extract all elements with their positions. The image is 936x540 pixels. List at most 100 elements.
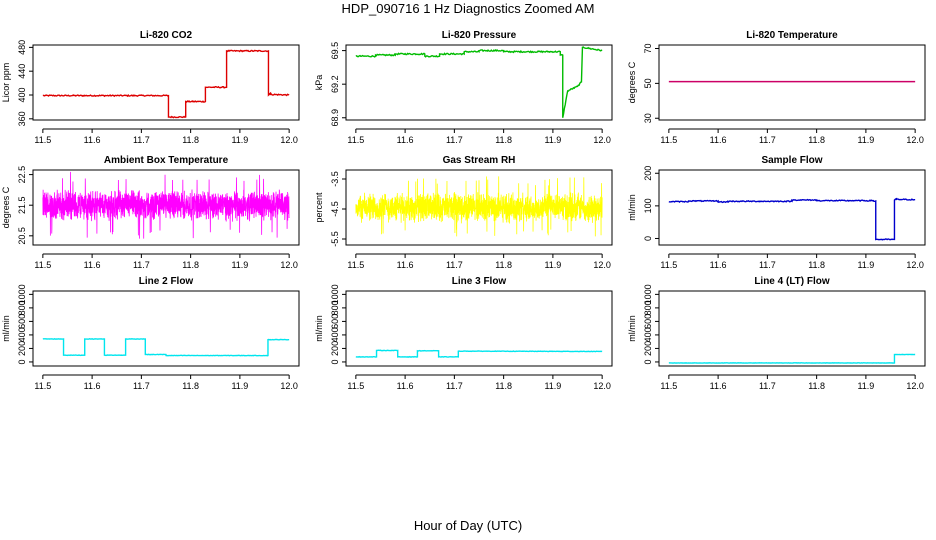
x-tick-label: 11.9 [231, 135, 248, 145]
data-series [42, 338, 290, 357]
x-tick-label: 11.6 [84, 381, 101, 391]
x-tick-label: 11.8 [495, 135, 512, 145]
x-tick-label: 11.8 [808, 381, 825, 391]
y-tick-label: 480 [17, 40, 27, 55]
x-tick-label: 11.5 [347, 260, 364, 270]
plot-frame [32, 44, 300, 121]
data-series [668, 353, 916, 364]
x-tick-label: 11.7 [133, 135, 150, 145]
y-tick-label: 400 [643, 327, 653, 342]
x-tick-label: 11.5 [34, 381, 51, 391]
series-line [668, 353, 916, 364]
y-tick-label: 1000 [643, 284, 653, 304]
x-tick-label: 11.8 [495, 381, 512, 391]
y-tick-label: 200 [330, 341, 340, 356]
plot-frame [32, 169, 300, 246]
x-tick-label: 12.0 [280, 135, 298, 145]
plot-frame [345, 290, 613, 367]
y-axis-label: kPa [314, 75, 324, 91]
y-tick-label: 0 [643, 236, 653, 241]
x-tick-label: 11.8 [808, 135, 825, 145]
panel-title: Li-820 Temperature [746, 30, 838, 41]
plot-frame [658, 44, 926, 121]
x-tick-label: 11.9 [857, 381, 874, 391]
panel-title: Gas Stream RH [443, 155, 516, 166]
y-tick-label: 69.5 [330, 42, 340, 60]
panel-9: Line 4 (LT) Flow ml/min 11.5 11.6 11.7 11.8 11… [627, 276, 926, 391]
panel-title: Li-820 CO2 [140, 30, 193, 41]
data-series [42, 171, 290, 239]
y-tick-label: 360 [17, 111, 27, 126]
x-tick-label: 11.7 [133, 260, 150, 270]
x-tick-label: 11.9 [231, 381, 248, 391]
y-tick-label: 200 [643, 166, 653, 181]
panel-title: Line 4 (LT) Flow [754, 276, 830, 287]
y-axis-label: ml/min [314, 315, 324, 342]
panel-title: Ambient Box Temperature [104, 155, 229, 166]
panel-3: Li-820 Temperature degrees C 11.5 11.6 11.7 1… [627, 30, 926, 145]
panel-title: Line 3 Flow [452, 276, 507, 287]
y-tick-label: 200 [17, 341, 27, 356]
data-series [668, 197, 916, 241]
x-tick-label: 11.9 [544, 260, 561, 270]
x-tick-label: 11.7 [759, 260, 776, 270]
x-tick-label: 11.5 [660, 135, 677, 145]
y-tick-label: 0 [643, 359, 653, 364]
panel-5: Gas Stream RH percent 11.5 11.6 11.7 11.8 11.9… [314, 155, 613, 270]
data-series [355, 176, 603, 237]
panel-title: Sample Flow [761, 155, 822, 166]
y-axis-label: percent [314, 192, 324, 223]
y-tick-label: 800 [643, 300, 653, 315]
y-tick-label: 68.9 [330, 109, 340, 127]
panel-8: Line 3 Flow ml/min 11.5 11.6 11.7 11.8 11.9 12.… [314, 276, 613, 391]
x-tick-label: 11.5 [34, 135, 51, 145]
y-axis-label: ml/min [627, 194, 637, 221]
y-tick-label: 100 [643, 198, 653, 213]
plot-frame [658, 290, 926, 367]
series-line [42, 49, 290, 119]
y-tick-label: 70 [643, 43, 653, 53]
y-tick-label: -5.5 [330, 231, 340, 247]
x-tick-label: 11.9 [857, 260, 874, 270]
x-tick-label: 11.7 [446, 381, 463, 391]
y-tick-label: 800 [330, 300, 340, 315]
y-tick-label: 400 [330, 327, 340, 342]
x-tick-label: 12.0 [593, 135, 611, 145]
figure-title: HDP_090716 1 Hz Diagnostics Zoomed AM [341, 1, 595, 16]
y-axis-label: degrees C [1, 186, 11, 228]
y-tick-label: 600 [330, 314, 340, 329]
y-tick-label: 69.2 [330, 75, 340, 93]
y-tick-label: 600 [643, 314, 653, 329]
plot-frame [32, 290, 300, 367]
panel-1: Li-820 CO2 Licor ppm 11.5 11.6 11.7 11.8 11.9 1… [1, 30, 300, 145]
x-tick-label: 12.0 [593, 381, 611, 391]
panel-2: Li-820 Pressure kPa 11.5 11.6 11.7 11.8 11.9 12… [314, 30, 613, 145]
y-tick-label: 30 [643, 113, 653, 123]
x-tick-label: 11.9 [544, 135, 561, 145]
series-line [355, 46, 603, 118]
x-tick-label: 11.8 [182, 135, 199, 145]
x-tick-label: 11.6 [710, 381, 727, 391]
x-tick-label: 11.6 [397, 381, 414, 391]
x-tick-label: 12.0 [906, 135, 924, 145]
panel-6: Sample Flow ml/min 11.5 11.6 11.7 11.8 11.9 12.… [627, 155, 926, 270]
y-tick-label: -3.5 [330, 171, 340, 187]
data-series [355, 349, 603, 358]
y-tick-label: -4.5 [330, 201, 340, 217]
y-tick-label: 0 [330, 359, 340, 364]
panel-title: Li-820 Pressure [442, 30, 517, 41]
y-tick-label: 1000 [17, 284, 27, 304]
x-tick-label: 11.7 [446, 260, 463, 270]
plot-frame [658, 169, 926, 246]
series-line [668, 197, 916, 241]
x-tick-label: 11.5 [34, 260, 51, 270]
x-tick-label: 11.6 [710, 135, 727, 145]
plot-frame [345, 169, 613, 246]
x-tick-label: 11.8 [808, 260, 825, 270]
y-tick-label: 0 [17, 359, 27, 364]
panel-4: Ambient Box Temperature degrees C 11.5 11.6… [1, 155, 300, 270]
panel-7: Line 2 Flow ml/min 11.5 11.6 11.7 11.8 11.9 12.… [1, 276, 300, 391]
x-tick-label: 11.7 [446, 135, 463, 145]
x-tick-label: 11.8 [182, 260, 199, 270]
y-tick-label: 22.5 [17, 166, 27, 184]
